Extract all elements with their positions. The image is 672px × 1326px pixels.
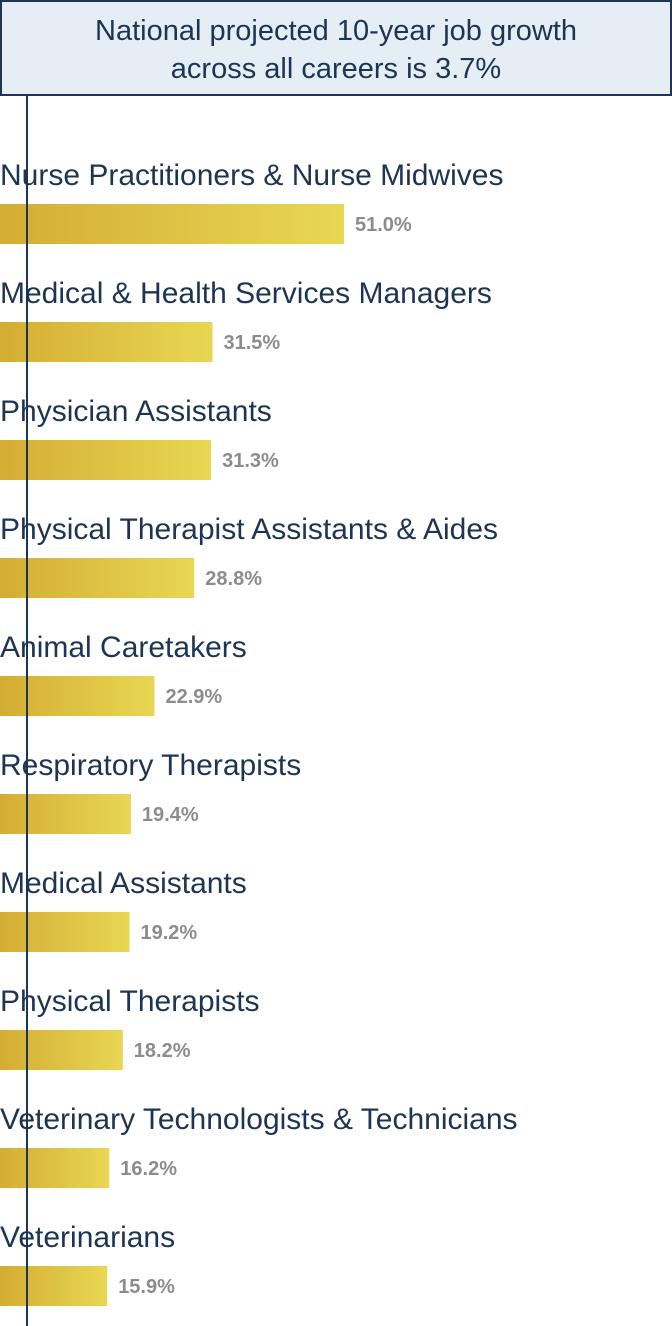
bar-row: Physical Therapist Assistants & Aides 28.… <box>0 513 498 598</box>
category-label: Physical Therapist Assistants & Aides <box>0 513 498 546</box>
bar-row: Nurse Practitioners & Nurse Midwives 51.0… <box>0 159 503 244</box>
value-label: 51.0% <box>355 214 412 236</box>
bar <box>0 204 344 244</box>
category-label: Animal Caretakers <box>0 631 247 664</box>
bar <box>0 1266 108 1306</box>
bar-row: Veterinary Technologists & Technicians 16… <box>0 1103 518 1188</box>
bars-group: Nurse Practitioners & Nurse Midwives 51.0… <box>0 159 518 1306</box>
bar-row: Veterinarians 15.9% <box>0 1221 175 1306</box>
value-label: 31.3% <box>222 450 279 472</box>
bar <box>0 558 195 598</box>
bar <box>0 912 130 952</box>
category-label: Veterinary Technologists & Technicians <box>0 1103 518 1136</box>
bar <box>0 322 213 362</box>
bar <box>0 676 155 716</box>
bar <box>0 794 131 834</box>
category-label: Medical Assistants <box>0 867 247 900</box>
value-label: 28.8% <box>205 568 262 590</box>
value-label: 16.2% <box>120 1158 177 1180</box>
bar <box>0 1148 110 1188</box>
category-label: Nurse Practitioners & Nurse Midwives <box>0 159 503 192</box>
value-label: 19.2% <box>141 922 198 944</box>
callout-line-1: National projected 10-year job growth <box>95 15 577 47</box>
category-label: Physician Assistants <box>0 395 272 428</box>
callout-line-2: across all careers is 3.7% <box>171 53 501 85</box>
bar <box>0 1030 123 1070</box>
value-label: 22.9% <box>166 686 223 708</box>
bar-row: Respiratory Therapists 19.4% <box>0 749 301 834</box>
value-label: 31.5% <box>224 332 281 354</box>
bar-row: Animal Caretakers 22.9% <box>0 631 247 716</box>
bar-row: Medical & Health Services Managers 31.5% <box>0 277 492 362</box>
category-label: Physical Therapists <box>0 985 260 1018</box>
national-growth-callout: National projected 10-year job growth ac… <box>0 0 672 96</box>
value-label: 15.9% <box>118 1276 175 1298</box>
bar-row: Physician Assistants 31.3% <box>0 395 279 480</box>
value-label: 18.2% <box>134 1040 191 1062</box>
bar <box>0 440 212 480</box>
callout-box <box>0 0 672 96</box>
category-label: Respiratory Therapists <box>0 749 301 782</box>
bar-row: Physical Therapists 18.2% <box>0 985 260 1070</box>
value-label: 19.4% <box>142 804 199 826</box>
bar-row: Medical Assistants 19.2% <box>0 867 247 952</box>
category-label: Veterinarians <box>0 1221 175 1254</box>
category-label: Medical & Health Services Managers <box>0 277 492 310</box>
